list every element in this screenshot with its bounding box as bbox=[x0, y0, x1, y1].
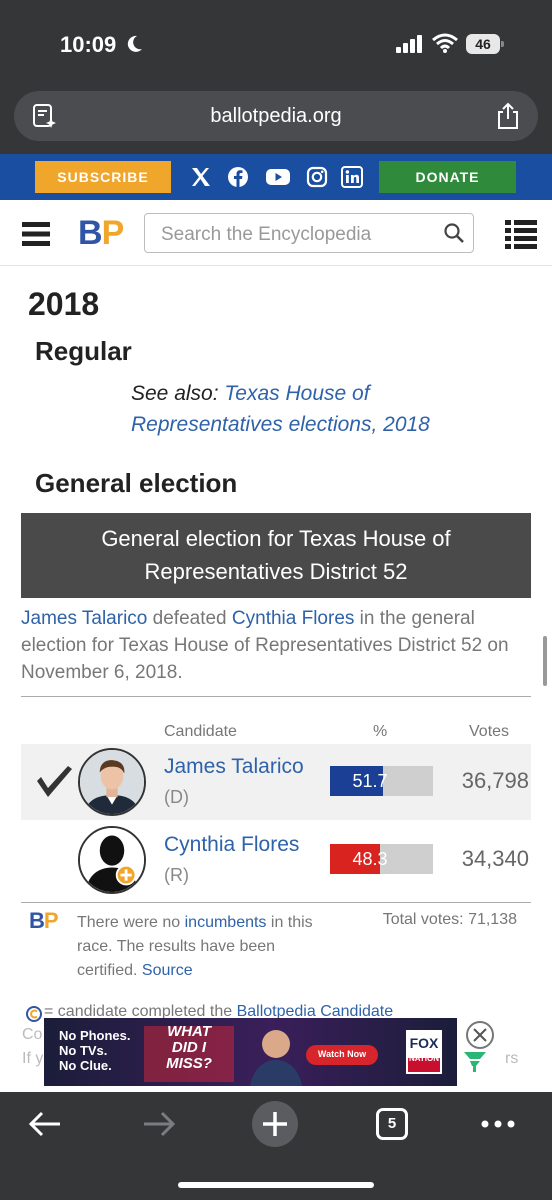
url-text: ballotpedia.org bbox=[210, 105, 342, 127]
reader-mode-icon[interactable] bbox=[32, 103, 58, 129]
subscribe-button[interactable]: SUBSCRIBE bbox=[35, 161, 171, 193]
hamburger-menu-icon[interactable] bbox=[22, 221, 50, 247]
facebook-icon[interactable] bbox=[227, 166, 249, 188]
back-arrow-icon[interactable] bbox=[28, 1110, 62, 1138]
vote-count: 34,340 bbox=[461, 846, 529, 871]
search-box[interactable]: Search the Encyclopedia bbox=[144, 213, 474, 253]
linkedin-icon[interactable] bbox=[341, 166, 363, 188]
winner-check-icon bbox=[37, 766, 72, 797]
search-input[interactable]: Search the Encyclopedia bbox=[161, 224, 372, 245]
ballotpedia-mini-logo: BP bbox=[29, 908, 59, 933]
share-icon[interactable] bbox=[496, 102, 520, 130]
browser-toolbar: 5 bbox=[0, 1092, 552, 1200]
scrollbar-thumb[interactable] bbox=[543, 636, 547, 686]
vote-share-fill bbox=[330, 766, 384, 796]
candidate-party: (R) bbox=[164, 865, 189, 885]
forward-arrow-icon[interactable] bbox=[142, 1110, 176, 1138]
candidate-name-link[interactable]: Cynthia Flores bbox=[164, 833, 300, 856]
results-table-title: General election for Texas House of Repr… bbox=[21, 513, 531, 598]
search-icon[interactable] bbox=[443, 222, 465, 244]
vote-share-bar: 51.7 bbox=[330, 766, 433, 796]
ballotpedia-logo[interactable]: BP bbox=[78, 214, 124, 252]
battery-level: 46 bbox=[466, 34, 500, 54]
vote-share-fill bbox=[330, 844, 380, 874]
candidate-connection-link[interactable]: Ballotpedia Candidate bbox=[236, 1003, 394, 1020]
x-icon[interactable] bbox=[190, 166, 212, 188]
candidate-party: (D) bbox=[164, 787, 189, 807]
candidate-name-link[interactable]: James Talarico bbox=[164, 755, 304, 778]
list-menu-icon[interactable] bbox=[505, 219, 537, 249]
instagram-icon[interactable] bbox=[306, 166, 328, 188]
incumbents-link[interactable]: incumbents bbox=[184, 914, 267, 931]
table-row: Cynthia Flores (R) 48.3 34,340 bbox=[21, 822, 531, 898]
promo-band: SUBSCRIBE DONATE bbox=[0, 154, 552, 200]
ad-artwork bbox=[44, 1018, 457, 1086]
incumbent-note: There were no incumbents in this race. T… bbox=[77, 914, 313, 979]
address-bar[interactable]: ballotpedia.org bbox=[14, 91, 538, 141]
status-bar: 10:09 46 bbox=[0, 0, 552, 88]
column-header-percent: % bbox=[373, 723, 388, 740]
table-row: James Talarico (D) 51.7 36,798 bbox=[21, 744, 531, 820]
loser-link[interactable]: Cynthia Flores bbox=[231, 608, 355, 629]
ad-close-button[interactable] bbox=[466, 1021, 494, 1049]
truncated-text: If y bbox=[22, 1050, 44, 1067]
vote-share-bar: 48.3 bbox=[330, 844, 433, 874]
browser-address-area: ballotpedia.org bbox=[0, 88, 552, 154]
total-votes: Total votes: 71,138 bbox=[382, 911, 517, 928]
ad-tagline: No Phones. No TVs. No Clue. bbox=[59, 1028, 131, 1073]
more-options-icon[interactable] bbox=[481, 1120, 515, 1128]
plus-icon bbox=[263, 1112, 287, 1136]
youtube-icon[interactable] bbox=[265, 166, 291, 188]
new-tab-button[interactable] bbox=[252, 1101, 298, 1147]
vote-share-percent: 48.3 bbox=[352, 849, 388, 869]
tab-switcher-button[interactable]: 5 bbox=[376, 1108, 408, 1140]
candidate-photo-placeholder[interactable] bbox=[78, 826, 146, 894]
close-icon[interactable] bbox=[468, 1023, 492, 1047]
year-heading: 2018 bbox=[28, 286, 100, 322]
divider bbox=[21, 696, 531, 697]
vote-count: 36,798 bbox=[461, 768, 529, 793]
column-header-candidate: Candidate bbox=[164, 723, 237, 740]
vote-share-percent: 51.7 bbox=[352, 771, 388, 791]
clock: 10:09 bbox=[60, 32, 117, 57]
cellular-signal-icon bbox=[396, 35, 422, 53]
general-election-heading: General election bbox=[35, 468, 238, 498]
ad-choices-icon[interactable] bbox=[462, 1050, 488, 1072]
regular-heading: Regular bbox=[35, 336, 132, 366]
battery-icon: 46 bbox=[466, 34, 504, 54]
candidate-connection-note: = candidate completed the Ballotpedia Ca… bbox=[44, 1003, 394, 1020]
article-content: 2018 Regular See also: Texas House of Re… bbox=[0, 266, 552, 1092]
results-summary: James Talarico defeated Cynthia Flores i… bbox=[21, 608, 509, 683]
ad-watch-now-button[interactable]: Watch Now bbox=[317, 1049, 367, 1059]
truncated-text: rs bbox=[505, 1050, 519, 1067]
donate-button[interactable]: DONATE bbox=[379, 161, 516, 193]
see-also-link[interactable]: Texas House of Representatives elections… bbox=[131, 382, 430, 436]
ad-brand: FOX NATION bbox=[408, 1035, 440, 1063]
column-header-votes: Votes bbox=[469, 723, 510, 740]
site-header: BP Search the Encyclopedia bbox=[0, 200, 552, 266]
banner-ad[interactable]: No Phones. No TVs. No Clue. WHAT DID I MISS?… bbox=[44, 1018, 457, 1086]
home-indicator[interactable] bbox=[178, 1182, 374, 1188]
moon-icon bbox=[127, 35, 142, 52]
wifi-icon bbox=[432, 33, 458, 53]
see-also-note: See also: Texas House of Representatives… bbox=[131, 382, 430, 436]
winner-link[interactable]: James Talarico bbox=[21, 608, 148, 629]
candidate-connection-icon bbox=[26, 1006, 42, 1022]
candidate-photo[interactable] bbox=[78, 748, 146, 816]
truncated-text: Co bbox=[22, 1026, 43, 1043]
ad-show-title: WHAT DID I MISS? bbox=[166, 1023, 212, 1072]
divider bbox=[21, 902, 531, 903]
source-link[interactable]: Source bbox=[141, 962, 193, 979]
